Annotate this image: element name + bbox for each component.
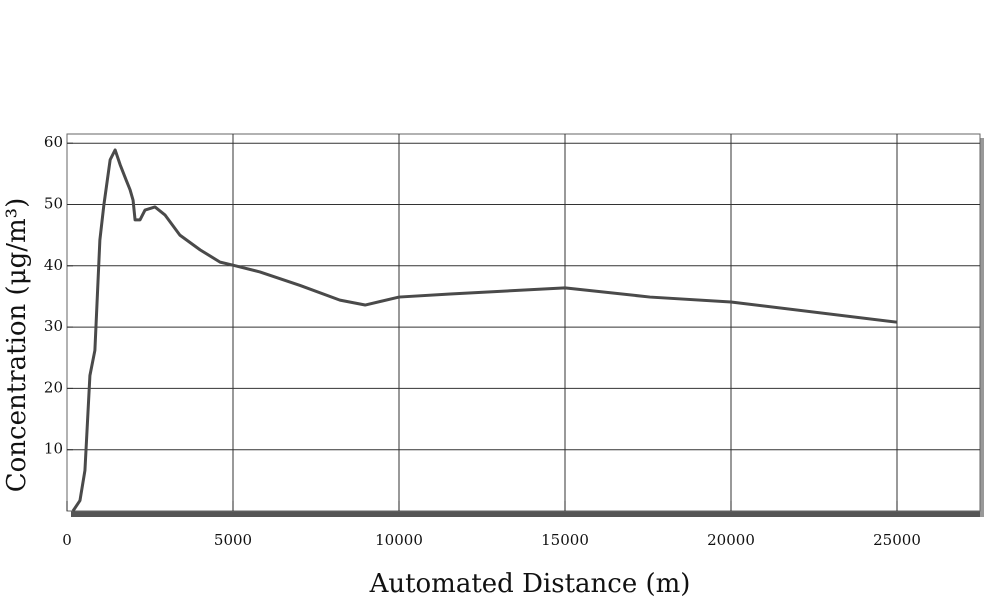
- y-tick-label: 10: [44, 440, 63, 458]
- y-axis-label: Concentration (μg/m³): [2, 198, 32, 492]
- plot-frame: [66, 133, 981, 512]
- x-tick-label: 10000: [375, 531, 423, 549]
- x-tick-label: 20000: [707, 531, 755, 549]
- x-tick-label: 5000: [214, 531, 252, 549]
- axis-shadow: [71, 511, 984, 517]
- line: [71, 148, 898, 512]
- x-tick-label: 0: [62, 531, 72, 549]
- y-tick-label: 20: [44, 378, 63, 396]
- y-tick-label: 60: [44, 133, 63, 151]
- y-tick-label: 40: [44, 256, 63, 274]
- y-tick-label: 30: [44, 317, 63, 335]
- x-tick-label: 25000: [873, 531, 921, 549]
- x-tick-label: 15000: [541, 531, 589, 549]
- frame-shadow: [980, 138, 984, 517]
- x-axis-label: Automated Distance (m): [369, 569, 691, 599]
- y-tick-label: 50: [44, 194, 63, 212]
